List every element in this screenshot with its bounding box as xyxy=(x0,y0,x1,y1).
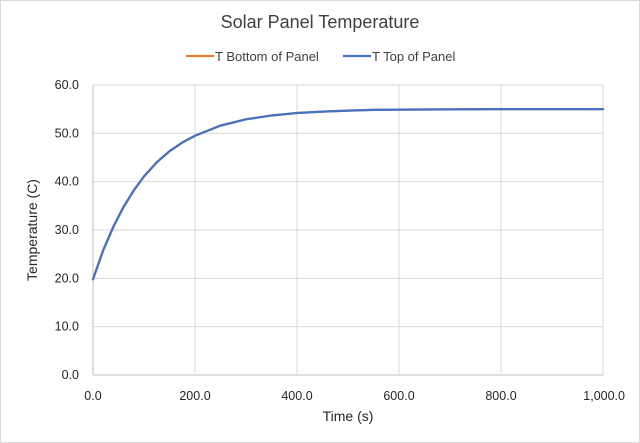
y-tick-label: 0.0 xyxy=(62,368,79,382)
y-tick-label: 60.0 xyxy=(55,78,79,92)
y-axis-label: Temperature (C) xyxy=(24,179,40,281)
gridlines xyxy=(92,84,604,376)
x-tick-label: 1,000.0 xyxy=(583,389,625,403)
y-tick-label: 50.0 xyxy=(55,126,79,140)
chart-title: Solar Panel Temperature xyxy=(221,12,420,32)
y-tick-label: 10.0 xyxy=(55,320,79,334)
x-tick-label: 800.0 xyxy=(485,389,516,403)
y-tick-label: 30.0 xyxy=(55,223,79,237)
x-tick-label: 600.0 xyxy=(383,389,414,403)
y-tick-label: 20.0 xyxy=(55,271,79,285)
legend: T Bottom of Panel T Top of Panel xyxy=(186,49,455,64)
x-tick-label: 400.0 xyxy=(281,389,312,403)
y-axis-ticks: 0.0 10.0 20.0 30.0 40.0 50.0 60.0 xyxy=(55,78,79,382)
x-axis-label: Time (s) xyxy=(323,408,374,424)
legend-label-0: T Bottom of Panel xyxy=(215,49,319,64)
x-axis-ticks: 0.0 200.0 400.0 600.0 800.0 1,000.0 xyxy=(84,389,625,403)
legend-label-1: T Top of Panel xyxy=(372,49,455,64)
y-tick-label: 40.0 xyxy=(55,175,79,189)
series-line-0 xyxy=(91,108,605,281)
x-tick-label: 0.0 xyxy=(84,389,101,403)
series-line-1 xyxy=(91,108,605,281)
x-tick-label: 200.0 xyxy=(179,389,210,403)
series-lines xyxy=(91,108,605,281)
